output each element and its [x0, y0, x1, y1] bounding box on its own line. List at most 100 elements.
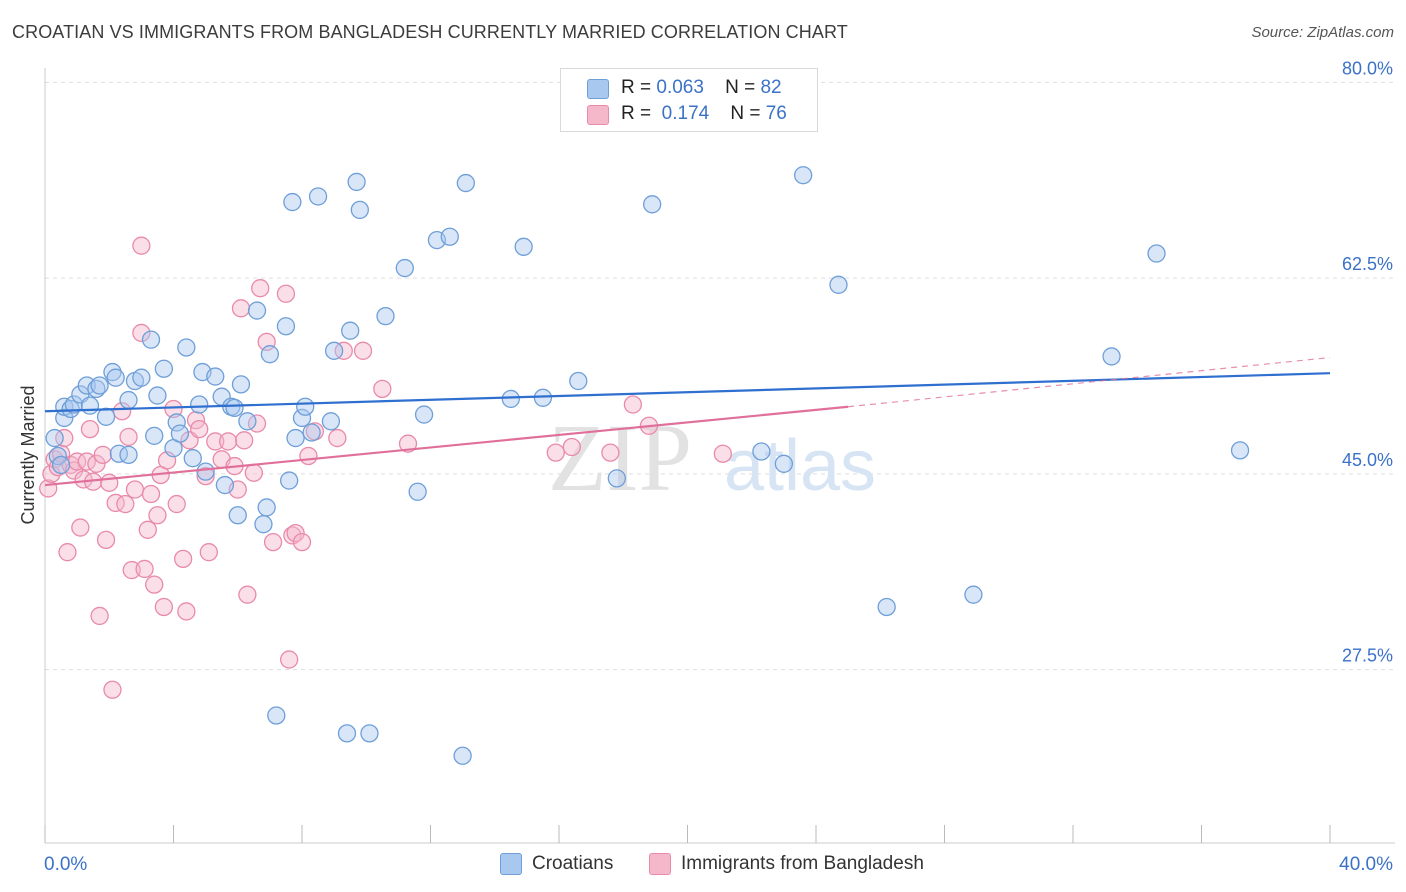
bangladesh-point — [206, 432, 225, 451]
croatian-point — [145, 426, 164, 445]
legend-label-croatians: Croatians — [532, 853, 614, 874]
y-tick-label: 45.0% — [1342, 450, 1393, 470]
bangladesh-point — [119, 427, 138, 447]
legend-n-label: N = — [730, 103, 761, 124]
legend-text: R = 0.174 N = 76 — [621, 103, 787, 125]
bangladesh-point — [106, 493, 125, 513]
watermark-atlas: atlas — [724, 426, 876, 506]
y-axis-label: Currently Married — [18, 385, 38, 524]
bangladesh-point — [244, 463, 263, 482]
croatian-point — [1147, 244, 1166, 263]
bangladesh-point — [398, 434, 418, 453]
y-tick-label: 62.5% — [1342, 254, 1393, 274]
croatian-point — [238, 412, 257, 431]
y-tick-label: 80.0% — [1342, 58, 1393, 78]
croatian-point — [321, 412, 341, 431]
croatian-point — [350, 200, 369, 220]
legend-n-value: 76 — [765, 103, 787, 124]
bangladesh-point — [154, 597, 174, 617]
croatian-point — [514, 237, 533, 256]
bangladesh-point — [353, 341, 373, 360]
bangladesh-point — [263, 532, 283, 552]
bangladesh-point — [196, 466, 215, 486]
bangladesh-point — [279, 650, 299, 669]
legend-r-label: R = — [621, 77, 652, 98]
croatian-point — [257, 498, 276, 517]
croatian-point — [279, 471, 299, 490]
croatian-point — [347, 172, 366, 192]
croatian-point — [206, 367, 225, 386]
bangladesh-point — [283, 526, 302, 545]
legend-swatch-pink — [649, 853, 671, 875]
croatian-point — [80, 396, 100, 415]
bangladesh-point — [93, 445, 112, 465]
croatian-point — [752, 442, 771, 461]
croatian-point — [170, 424, 190, 443]
bangladesh-point — [328, 428, 347, 448]
axes — [44, 68, 1395, 844]
croatian-point — [440, 227, 459, 246]
croatian-point — [51, 455, 71, 475]
bangladesh-point — [96, 530, 116, 550]
croatian-point — [228, 506, 247, 525]
croatian-point — [254, 515, 273, 534]
croatian-point — [607, 469, 626, 488]
bangladesh-point — [80, 419, 100, 439]
croatian-point — [183, 449, 202, 468]
legend-r-value: 0.174 — [661, 103, 710, 124]
legend-text: R = 0.063 N = 82 — [621, 77, 782, 99]
bangladesh-point — [132, 323, 151, 343]
bangladesh-point — [135, 559, 154, 579]
bangladesh-point — [116, 494, 135, 514]
croatian-point — [569, 371, 588, 391]
croatian-point — [77, 376, 96, 395]
bangladesh-trend-line — [44, 405, 849, 487]
y-tick-label: 27.5% — [1342, 646, 1393, 666]
croatian-point — [877, 597, 896, 617]
croatian-point — [141, 330, 161, 349]
legend-n-label: N = — [725, 77, 756, 98]
bangladesh-point — [276, 284, 296, 303]
legend-n-value: 82 — [760, 77, 782, 98]
watermark: ZIP atlas — [548, 404, 876, 511]
croatian-point — [45, 428, 64, 448]
x-tick-label-max: 40.0% — [1339, 854, 1393, 875]
croatian-point — [87, 379, 106, 399]
croatian-point — [360, 724, 379, 743]
bangladesh-point — [292, 532, 312, 552]
croatian-point — [376, 307, 395, 326]
bangladesh-point — [238, 585, 257, 604]
bangladesh-point — [601, 443, 620, 462]
croatian-point — [96, 407, 116, 426]
legend-r-value: 0.063 — [656, 77, 704, 98]
croatian-point — [501, 389, 520, 409]
tick-labels: 27.5% 45.0% 62.5% 80.0% 0.0% 40.0% — [44, 58, 1393, 875]
source-credit: Source: ZipAtlas.com — [1251, 24, 1394, 41]
croatian-point — [337, 724, 357, 743]
croatian-point — [247, 301, 267, 320]
stats-legend: R = 0.063 N = 82 R = 0.174 N = 76 — [560, 68, 818, 132]
croatian-point — [408, 482, 427, 501]
croatian-point — [643, 195, 662, 214]
croatian-point — [286, 428, 305, 448]
series-croatians-points — [45, 166, 1250, 765]
croatian-point — [154, 359, 174, 378]
croatian-point — [829, 275, 848, 294]
croatian-point — [964, 585, 983, 604]
croatian-point — [794, 166, 813, 185]
trend-lines — [44, 356, 1331, 487]
croatian-point — [148, 386, 167, 405]
bangladesh-point — [623, 395, 643, 414]
croatian-point — [774, 454, 794, 473]
legend-r-label: R = — [621, 103, 652, 124]
croatian-point — [456, 173, 475, 193]
gridlines — [45, 81, 1395, 671]
croatian-point — [267, 706, 286, 725]
bangladesh-point — [177, 602, 196, 621]
bangladesh-trend-extension — [848, 356, 1331, 408]
croatian-point — [64, 395, 84, 414]
bangladesh-point — [562, 437, 581, 457]
croatian-point — [106, 368, 125, 387]
croatian-point — [260, 345, 280, 364]
bangladesh-point — [713, 444, 732, 463]
